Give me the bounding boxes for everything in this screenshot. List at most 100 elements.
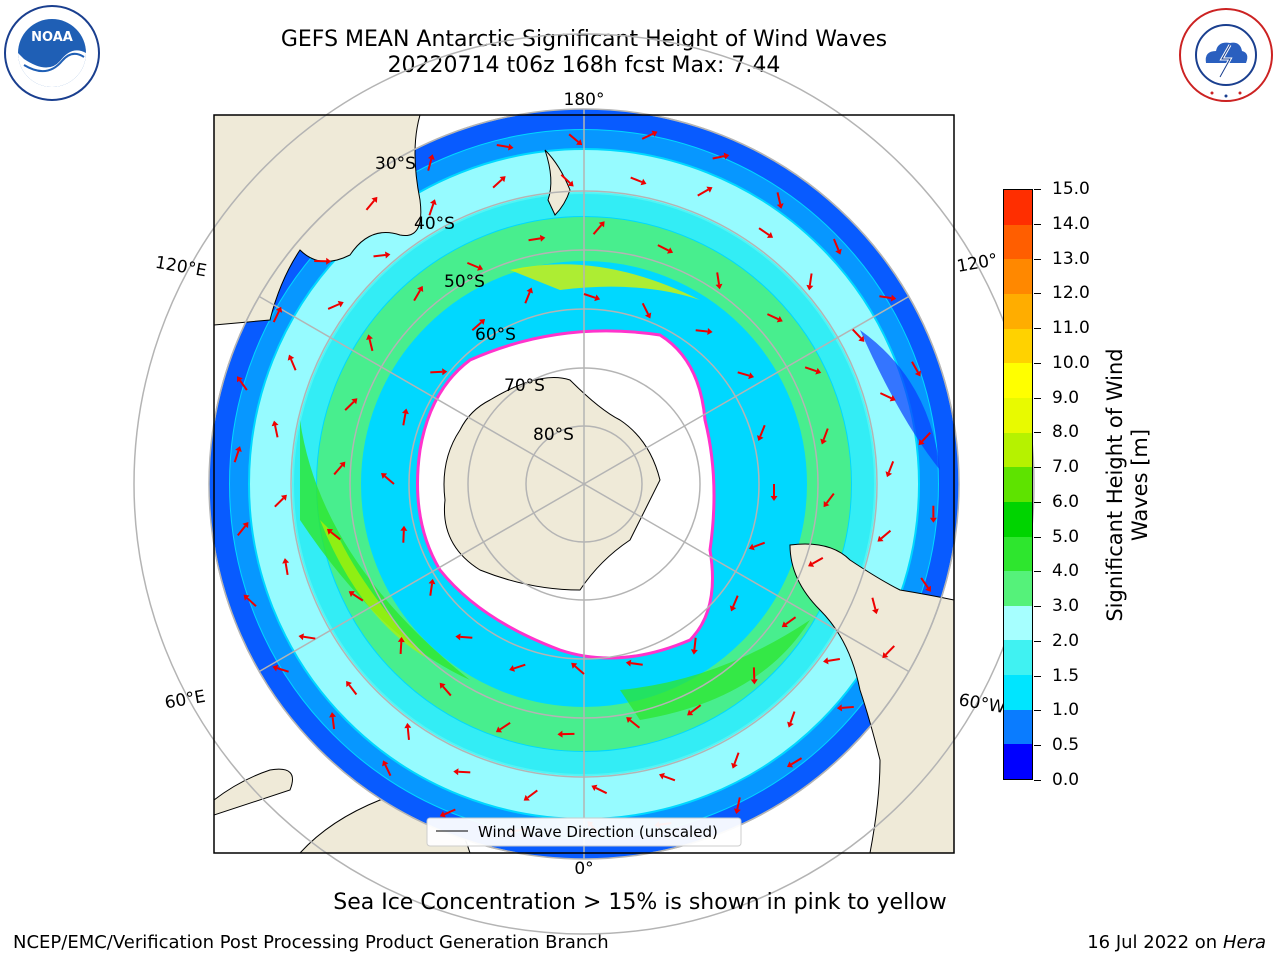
colorbar-segment (1004, 294, 1032, 329)
wind-wave-arrow-shaft (499, 721, 511, 731)
svg-text:NOAA: NOAA (31, 30, 73, 45)
colorbar-tick (1034, 675, 1041, 677)
colorbar-tick-label: 0.0 (1052, 770, 1080, 790)
wind-wave-arrow-head (235, 446, 242, 452)
meridian-line (583, 483, 910, 673)
colorbar-tick (1034, 258, 1041, 260)
wind-wave-arrow-shaft (330, 531, 341, 541)
wind-wave-arrow-shaft (789, 711, 796, 724)
wind-wave-arrow-head (567, 180, 574, 187)
wind-wave-arrow-head (366, 334, 373, 341)
wind-wave-arrow-shaft (811, 557, 824, 565)
wind-wave-arrow-head (275, 306, 283, 313)
colorbar-tick (1034, 223, 1041, 225)
wind-wave-arrow-shaft (384, 475, 395, 485)
colorbar-tick-label: 9.0 (1052, 387, 1080, 408)
wind-wave-arrow-head (885, 471, 893, 478)
wind-wave-arrow-head (781, 621, 788, 628)
lon-label-60w: 60°W (957, 690, 1007, 718)
wind-wave-arrow-shaft (759, 424, 766, 437)
wind-wave-arrow-head (417, 285, 424, 293)
wind-wave-arrow-shaft (712, 155, 725, 160)
lon-label-0: 0° (574, 859, 593, 879)
chart-title: GEFS MEAN Antarctic Significant Height o… (280, 27, 888, 52)
wind-wave-arrow-head (439, 811, 446, 818)
wind-wave-arrow-head (499, 176, 506, 183)
wind-wave-arrow-head (640, 178, 647, 186)
colorbar-segment (1004, 328, 1032, 364)
lat-label-70s: 70°S (504, 376, 545, 396)
wind-wave-arrow-shaft (697, 188, 709, 197)
wind-wave-arrow-head (237, 376, 243, 383)
wind-wave-arrow-head (918, 439, 925, 446)
wind-wave-arrow-head (271, 420, 279, 427)
wind-wave-arrow-shaft (276, 667, 289, 673)
wind-wave-arrow-shaft (871, 597, 877, 610)
colorbar-segment (1004, 397, 1032, 433)
wind-wave-arrow-shaft (880, 529, 892, 540)
wind-wave-arrow-head (326, 257, 332, 265)
wind-wave-arrow-head (872, 608, 879, 615)
colorbar-tick-label: 14.0 (1052, 213, 1090, 234)
colorbar-segment (1004, 259, 1032, 295)
colorbar-tick (1034, 710, 1041, 712)
footer-date: 16 Jul 2022 on Hera (1087, 932, 1266, 953)
colorbar-segment (1004, 501, 1032, 537)
wind-wave-arrow-head (929, 517, 937, 523)
africa-landmass (214, 768, 293, 816)
wind-wave-arrow-shaft (352, 593, 364, 602)
colorbar-tick (1034, 397, 1041, 399)
colorbar-tick (1034, 467, 1041, 469)
wind-wave-arrow-head (439, 682, 446, 689)
wind-wave-arrow-shaft (695, 329, 708, 333)
colorbar-tick (1034, 328, 1041, 330)
lon-label-120e: 120°E (154, 253, 208, 282)
meridian-line (583, 295, 910, 485)
wind-wave-arrow-shaft (429, 583, 434, 596)
wind-wave-arrow-head (337, 300, 344, 308)
wind-wave-arrow-shaft (641, 132, 654, 140)
lat-label-60s: 60°S (475, 325, 516, 345)
colorbar-tick-label: 3.0 (1052, 596, 1080, 617)
wind-wave-arrow-shaft (413, 289, 422, 302)
colorbar-tick-label: 5.0 (1052, 526, 1080, 547)
colorbar-tick-label: 11.0 (1052, 318, 1090, 339)
wind-wave-arrow-shaft (716, 272, 720, 285)
wind-wave-arrow-shaft (822, 428, 829, 441)
lon-label-60e: 60°E (163, 687, 207, 714)
wind-wave-arrow-head (477, 264, 484, 271)
colorbar-segment (1004, 709, 1032, 745)
wind-wave-arrow-shaft (776, 192, 782, 205)
colorbar-tick (1034, 745, 1041, 747)
colorbar-segment (1004, 432, 1032, 468)
wind-wave-arrow-shaft (827, 658, 841, 662)
wind-wave-arrow-head (571, 662, 578, 669)
wind-wave-arrow-shaft (785, 616, 797, 626)
wind-wave-arrow-shaft (753, 541, 766, 548)
wind-wave-arrow-head (385, 251, 391, 259)
wind-wave-arrow-shaft (331, 716, 336, 730)
legend-label: Wind Wave Direction (unscaled) (478, 823, 718, 841)
graticule (133, 33, 1035, 935)
colorbar-tick-label: 4.0 (1052, 561, 1080, 582)
wind-wave-arrow-shaft (921, 431, 931, 443)
wind-wave-arrows (233, 130, 937, 835)
wind-wave-arrow-head (287, 354, 295, 361)
wind-wave-arrow-head (729, 605, 737, 612)
wind-wave-arrow-head (658, 772, 665, 780)
wind-wave-arrow-shaft (348, 684, 358, 696)
wind-wave-arrow-head (526, 287, 534, 294)
wind-wave-arrow-head (733, 808, 741, 815)
wind-wave-arrow-head (750, 679, 758, 685)
latitude-circle (133, 33, 1035, 935)
wind-wave-arrow-head (731, 762, 738, 769)
wind-wave-arrow-head (914, 370, 921, 377)
wind-wave-arrow-shaft (527, 789, 538, 799)
colorbar-tick-label: 7.0 (1052, 457, 1080, 478)
wind-wave-arrow-shaft (399, 641, 403, 654)
wind-wave-arrow-shaft (384, 764, 392, 777)
colorbar-segment (1004, 640, 1032, 676)
wind-wave-arrow-head (806, 284, 814, 291)
wind-wave-arrow-head (509, 665, 515, 672)
wind-wave-arrow-head (748, 543, 755, 551)
